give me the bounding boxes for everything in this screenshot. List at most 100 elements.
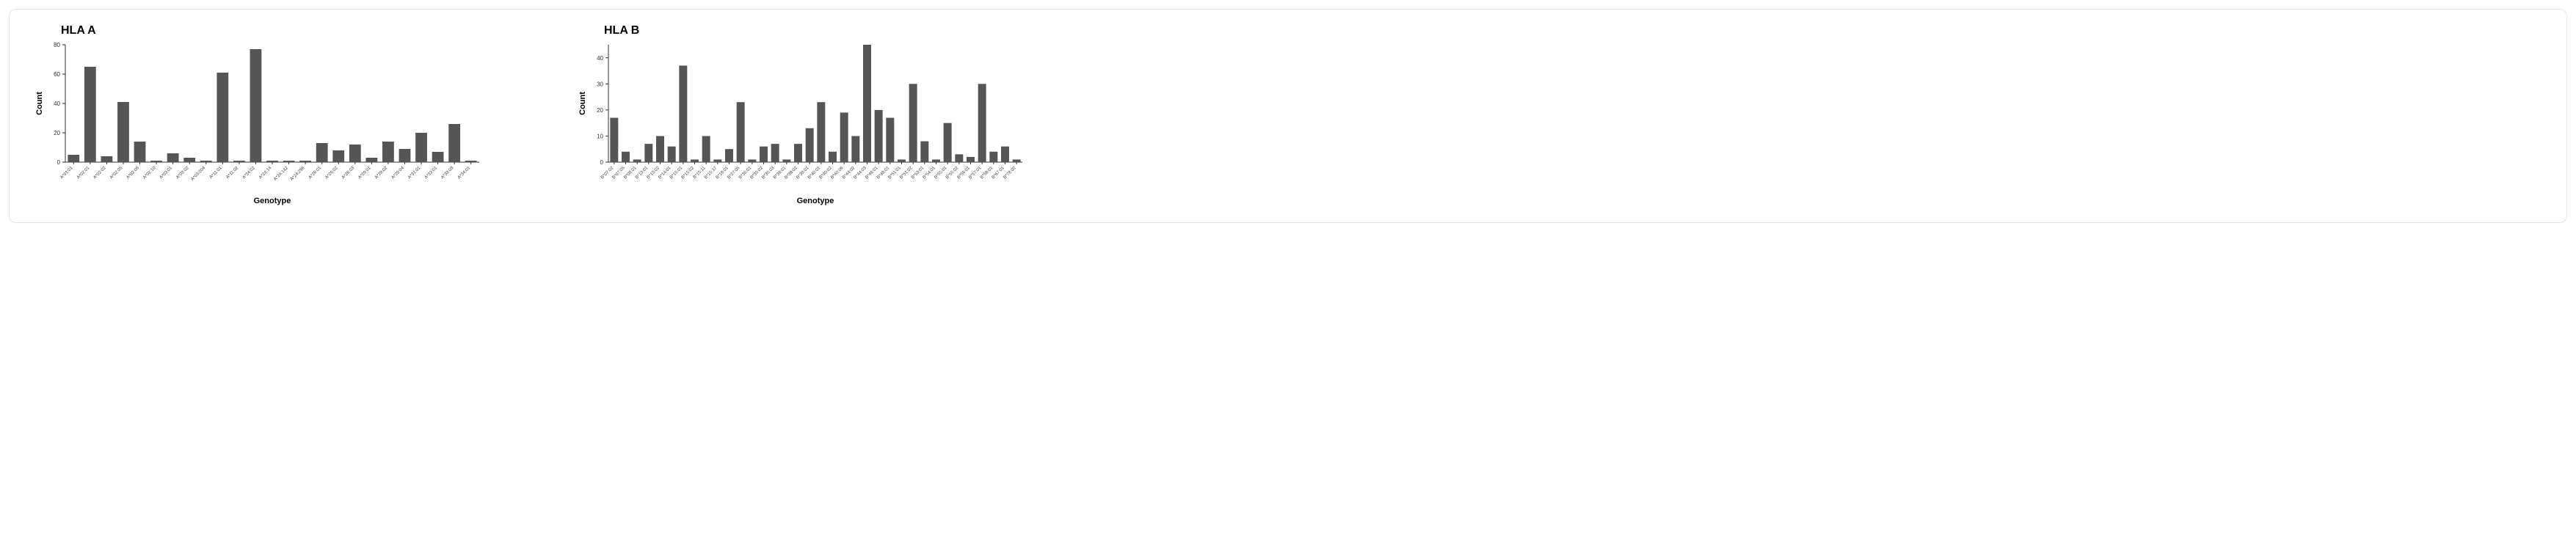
y-axis-title: Count xyxy=(578,92,587,115)
bar xyxy=(713,159,721,162)
bar xyxy=(806,128,814,162)
x-tick-label: A*01:01 xyxy=(59,166,74,180)
x-tick-label: A*03:02 xyxy=(175,166,190,180)
x-tick-label: A*24:142 xyxy=(273,166,289,182)
y-tick-label: 20 xyxy=(597,107,603,114)
y-tick-label: 10 xyxy=(597,133,603,139)
bar xyxy=(1013,159,1021,162)
y-tick-label: 40 xyxy=(597,55,603,62)
bar xyxy=(748,159,756,162)
bar xyxy=(656,136,664,162)
bar xyxy=(725,149,733,162)
bar xyxy=(68,155,79,162)
bar xyxy=(955,154,963,162)
x-axis-title: Genotype xyxy=(797,197,834,205)
bar xyxy=(863,45,871,162)
bar xyxy=(610,118,618,162)
x-tick-label: A*26:01 xyxy=(308,166,323,180)
bar xyxy=(448,124,460,162)
y-tick-label: 60 xyxy=(54,71,60,78)
bar xyxy=(349,145,361,162)
x-tick-label: A*31:01 xyxy=(407,166,422,180)
x-tick-label: A*24:14 xyxy=(258,166,273,180)
x-tick-label: A*02:02 xyxy=(92,166,107,180)
bar xyxy=(217,73,228,162)
bar xyxy=(200,161,212,162)
bar xyxy=(250,49,262,162)
bar xyxy=(84,67,96,162)
bar xyxy=(1001,147,1009,162)
bar xyxy=(668,147,676,162)
x-tick-label: A*02:10 xyxy=(142,166,157,180)
x-tick-label: A*29:04 xyxy=(391,166,406,180)
bar xyxy=(932,159,940,162)
y-tick-label: 40 xyxy=(54,101,60,107)
x-axis-title: Genotype xyxy=(254,197,291,205)
bar xyxy=(679,65,687,162)
x-tick-label: A*11:02 xyxy=(225,166,239,180)
charts-panel: HLA A 020406080CountA*01:01A*02:01A*02:0… xyxy=(9,9,2567,223)
bar xyxy=(465,161,477,162)
bar xyxy=(622,152,630,162)
x-tick-label: A*03:204 xyxy=(190,166,206,182)
bar xyxy=(771,144,779,162)
x-tick-label: A*33:01 xyxy=(424,166,439,180)
chart-b-svg: 010203040CountB*07:02B*07:05B*08:01B*13:… xyxy=(575,39,1030,208)
bar xyxy=(989,152,997,162)
x-tick-label: A*26:02 xyxy=(324,166,339,180)
chart-b-title: HLA B xyxy=(604,24,1030,37)
x-tick-label: B*78:02 xyxy=(1003,166,1017,180)
bar xyxy=(183,158,195,162)
bar xyxy=(978,84,986,162)
bar xyxy=(782,159,790,162)
bar xyxy=(399,149,411,162)
bar xyxy=(967,157,975,162)
y-tick-label: 0 xyxy=(600,159,604,166)
hla-a-chart: HLA A 020406080CountA*01:01A*02:01A*02:0… xyxy=(32,24,487,208)
bar xyxy=(817,102,825,162)
y-tick-label: 30 xyxy=(597,81,603,87)
y-tick-label: 20 xyxy=(54,130,60,136)
x-tick-label: A*34:01 xyxy=(457,166,472,180)
x-tick-label: A*03:01 xyxy=(159,166,174,180)
bar xyxy=(691,159,699,162)
bar xyxy=(233,161,245,162)
x-tick-label: A*02:01 xyxy=(76,166,91,180)
x-tick-label: A*33:03 xyxy=(440,166,455,180)
bar xyxy=(920,142,928,162)
x-tick-label: A*29:01 xyxy=(357,166,372,180)
bar xyxy=(332,150,344,162)
bar xyxy=(382,142,394,162)
x-tick-label: A*24:296 xyxy=(290,166,306,182)
bar xyxy=(794,144,802,162)
bar xyxy=(316,143,328,162)
bar xyxy=(737,102,745,162)
bar xyxy=(432,152,444,162)
y-axis-title: Count xyxy=(35,92,44,115)
bar xyxy=(886,118,894,162)
chart-a-svg: 020406080CountA*01:01A*02:01A*02:02A*02:… xyxy=(32,39,487,208)
x-tick-label: A*11:01 xyxy=(209,166,223,180)
bar xyxy=(365,158,377,162)
bar xyxy=(840,112,848,162)
bar xyxy=(283,161,295,162)
bar xyxy=(760,147,768,162)
x-tick-label: A*29:02 xyxy=(374,166,389,180)
x-tick-label: A*02:05 xyxy=(109,166,124,180)
bar xyxy=(909,84,917,162)
bar xyxy=(898,159,906,162)
bar xyxy=(101,156,113,162)
bar xyxy=(415,133,427,162)
bar xyxy=(134,142,146,162)
bar xyxy=(944,123,952,162)
bar xyxy=(266,161,278,162)
bar xyxy=(167,153,179,162)
bar xyxy=(875,110,883,162)
bar xyxy=(702,136,710,162)
bar xyxy=(150,161,162,162)
y-tick-label: 80 xyxy=(54,42,60,48)
bar xyxy=(829,152,837,162)
y-tick-label: 0 xyxy=(57,159,61,166)
bar xyxy=(117,102,129,162)
bar xyxy=(633,159,641,162)
